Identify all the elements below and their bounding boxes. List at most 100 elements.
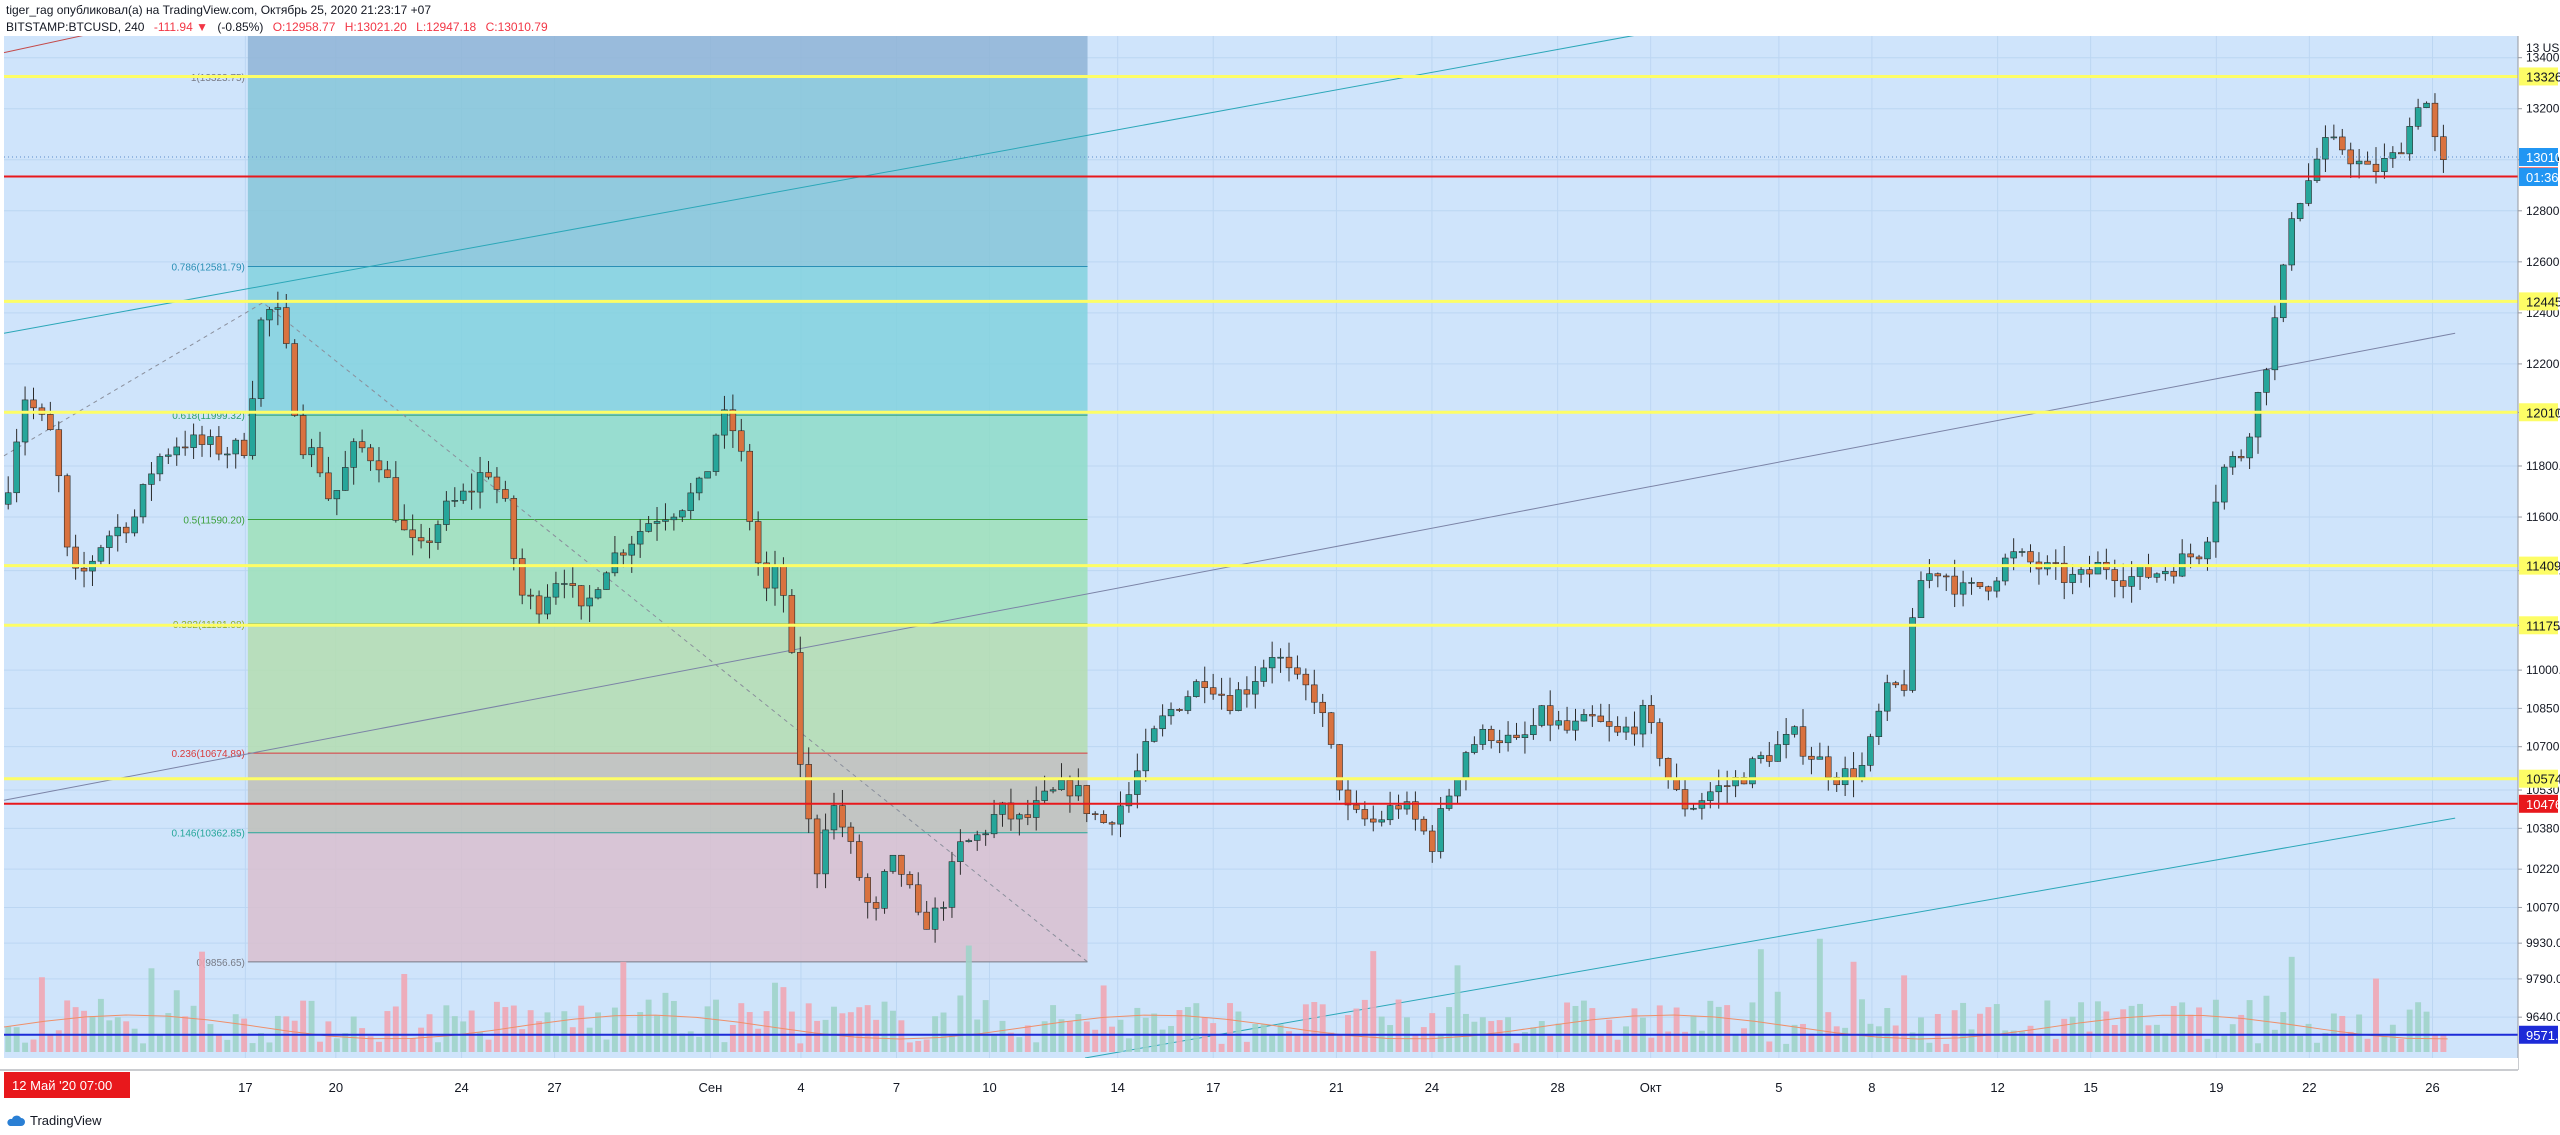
candle-body: [603, 572, 610, 590]
volume-bar: [1800, 1023, 1806, 1052]
candle: [468, 473, 475, 510]
candle: [1201, 666, 1208, 704]
candle-body: [2313, 158, 2321, 181]
candle-body: [973, 834, 981, 841]
volume-bar: [965, 945, 972, 1052]
volume-bar: [1993, 1004, 2000, 1052]
volume-bar: [2103, 1011, 2110, 1052]
volume-bar: [536, 1021, 543, 1052]
candle: [30, 387, 37, 420]
volume-bar: [1117, 1019, 1124, 1052]
candle-body: [350, 441, 357, 468]
candle-body: [181, 446, 189, 449]
candle-body: [1302, 673, 1310, 686]
volume-bar: [502, 1007, 509, 1052]
volume-bar: [199, 951, 205, 1052]
candle: [1142, 728, 1150, 782]
candle: [1875, 703, 1883, 745]
volume-bar: [1176, 1010, 1183, 1052]
volume-bar: [949, 1034, 955, 1052]
candle: [1176, 708, 1183, 712]
candle: [1942, 573, 1950, 591]
candle-body: [443, 500, 450, 525]
candle-body: [577, 585, 585, 607]
candle: [207, 429, 214, 458]
volume-bar: [1926, 1042, 1933, 1052]
level-price-tag: [2519, 794, 2558, 813]
volume-bar: [1555, 1023, 1562, 1052]
volume-bar: [2027, 1025, 2034, 1052]
candle-body: [1386, 805, 1394, 821]
candle: [1386, 791, 1394, 826]
volume-bar: [367, 1036, 374, 1052]
candle-body: [384, 469, 391, 478]
volume-bar: [864, 1005, 871, 1052]
candle-body: [434, 524, 442, 543]
volume-bar: [1513, 1043, 1520, 1052]
volume-bar: [772, 982, 778, 1052]
volume-bar: [401, 973, 408, 1052]
volume-bar: [1420, 1027, 1427, 1052]
candle-body: [847, 826, 855, 842]
candle: [1530, 708, 1537, 740]
candle-body: [1091, 813, 1099, 815]
volume-bar: [1319, 1004, 1326, 1052]
volume-bar: [2364, 1038, 2371, 1052]
horizontal-levels: [4, 74, 2518, 1036]
candle-body: [1277, 656, 1284, 659]
candle: [1589, 705, 1596, 727]
candle-body: [1841, 768, 1849, 786]
candle: [1639, 699, 1647, 748]
volume-bar: [873, 1019, 880, 1052]
candle: [1167, 702, 1175, 725]
publish-info: tiger_rag опубликовал(а) на TradingView.…: [6, 3, 431, 17]
volume-bar: [578, 1005, 585, 1052]
candle: [1622, 716, 1630, 740]
price-chart[interactable]: 1(13323.75) 0.786(12581.79) 0.618(11999.32…: [0, 0, 2560, 1109]
candle-body: [679, 510, 686, 518]
currency-label: 13 USD: [2526, 41, 2560, 55]
candle-body: [1926, 573, 1933, 581]
volume-bar: [1833, 1026, 1840, 1052]
candle: [2246, 433, 2253, 470]
candle: [426, 527, 433, 559]
tradingview-logo[interactable]: TradingView: [6, 1113, 102, 1128]
volume-bar: [1024, 1025, 1031, 1052]
candle: [55, 421, 63, 493]
candle-body: [2423, 102, 2430, 108]
volume-bar: [232, 1014, 239, 1052]
candle: [881, 869, 888, 914]
candle-body: [400, 519, 408, 531]
volume-bar: [2440, 1034, 2447, 1052]
candle-body: [2372, 163, 2380, 172]
candle: [1117, 791, 1124, 838]
candle: [476, 456, 484, 509]
volume-bar: [662, 992, 669, 1052]
candle: [1892, 680, 1899, 688]
candle: [2060, 546, 2068, 600]
candle-body: [2170, 571, 2178, 577]
candle-body: [1428, 830, 1436, 852]
volume-bar: [2145, 1025, 2152, 1052]
volume-bar: [392, 1006, 399, 1052]
volume-bar: [713, 999, 719, 1052]
chart-footer: TradingView: [0, 1109, 2560, 1135]
candle-body: [1445, 795, 1453, 809]
volume-bar: [2221, 1035, 2228, 1052]
volume-bar: [1977, 1013, 1983, 1052]
time-axis-label: 17: [238, 1080, 252, 1095]
volume-bar: [746, 1012, 753, 1052]
volume-bar: [1311, 1002, 1318, 1052]
candle-body: [1420, 818, 1428, 832]
volume-bar: [2137, 1003, 2143, 1052]
price-axis-label: 10220.00: [2526, 862, 2560, 876]
candle: [1723, 770, 1731, 804]
volume-bar: [1092, 1029, 1099, 1052]
candle-body: [1993, 580, 2001, 592]
candle: [1614, 716, 1621, 737]
candle: [1816, 742, 1824, 760]
volume-bar: [1791, 1024, 1798, 1052]
candle: [156, 453, 164, 482]
crosshair-time-tag-text: 12 Май '20 07:00: [12, 1078, 112, 1093]
candle: [443, 491, 450, 531]
